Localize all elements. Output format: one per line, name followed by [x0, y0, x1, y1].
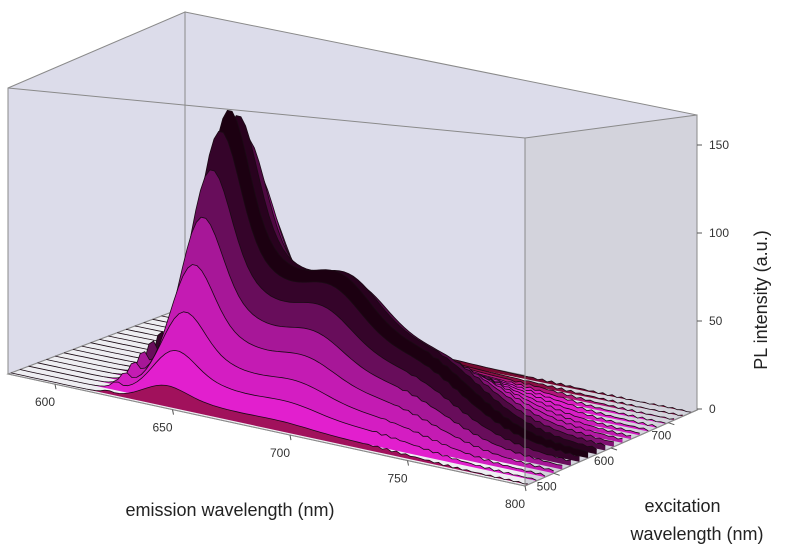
- y-tick-mark: [610, 447, 618, 451]
- excitation-slice: [10, 372, 528, 485]
- slice-line: [10, 372, 528, 485]
- x-tick-label: 750: [387, 472, 407, 486]
- slice-fill: [46, 217, 563, 470]
- x-tick-label: 600: [35, 395, 55, 409]
- z-tick-label: 50: [709, 314, 723, 328]
- front-bottom-edge: [7, 373, 526, 487]
- excitation-slice: [28, 311, 546, 478]
- excitation-slice: [19, 349, 537, 481]
- y-tick-mark: [553, 472, 560, 476]
- z-tick-label: 0: [709, 402, 716, 416]
- slice-fill: [19, 350, 537, 481]
- x-tick-mark: [289, 434, 292, 441]
- y-tick-label: 700: [651, 429, 671, 443]
- x-tick-label: 650: [152, 421, 172, 435]
- plot-box-front-edges: [7, 87, 698, 487]
- x-tick-label: 700: [270, 446, 290, 460]
- y-tick-mark: [668, 422, 675, 426]
- slice-fill: [55, 169, 571, 466]
- slice-line: [19, 349, 537, 481]
- z-axis-title: PL intensity (a.u.): [751, 230, 771, 369]
- y-tick-label: 500: [537, 479, 557, 493]
- z-tick-label: 100: [709, 226, 729, 240]
- axis-ticks: 600 650 700 750 800 500 600 700 0 50 100 150: [35, 138, 729, 511]
- slice-fill: [28, 311, 546, 478]
- y-tick-label: 600: [594, 454, 614, 468]
- slice-line: [28, 311, 546, 477]
- top-front-edge: [7, 87, 526, 139]
- x-tick-mark: [407, 460, 409, 466]
- z-tick-label: 150: [709, 138, 729, 152]
- y-axis-title-line-1: excitation: [644, 496, 720, 516]
- x-axis-title: emission wavelength (nm): [125, 500, 334, 520]
- x-tick-mark: [524, 485, 527, 492]
- x-tick-label: 800: [505, 497, 525, 511]
- slice-fill: [37, 264, 554, 474]
- x-tick-mark: [172, 409, 174, 415]
- y-axis-title: excitation wavelength (nm): [629, 496, 763, 544]
- surface-plot: [10, 109, 692, 485]
- slice-fill: [10, 372, 528, 485]
- y-axis-title-line-2: wavelength (nm): [629, 524, 763, 544]
- x-tick-mark: [54, 384, 57, 390]
